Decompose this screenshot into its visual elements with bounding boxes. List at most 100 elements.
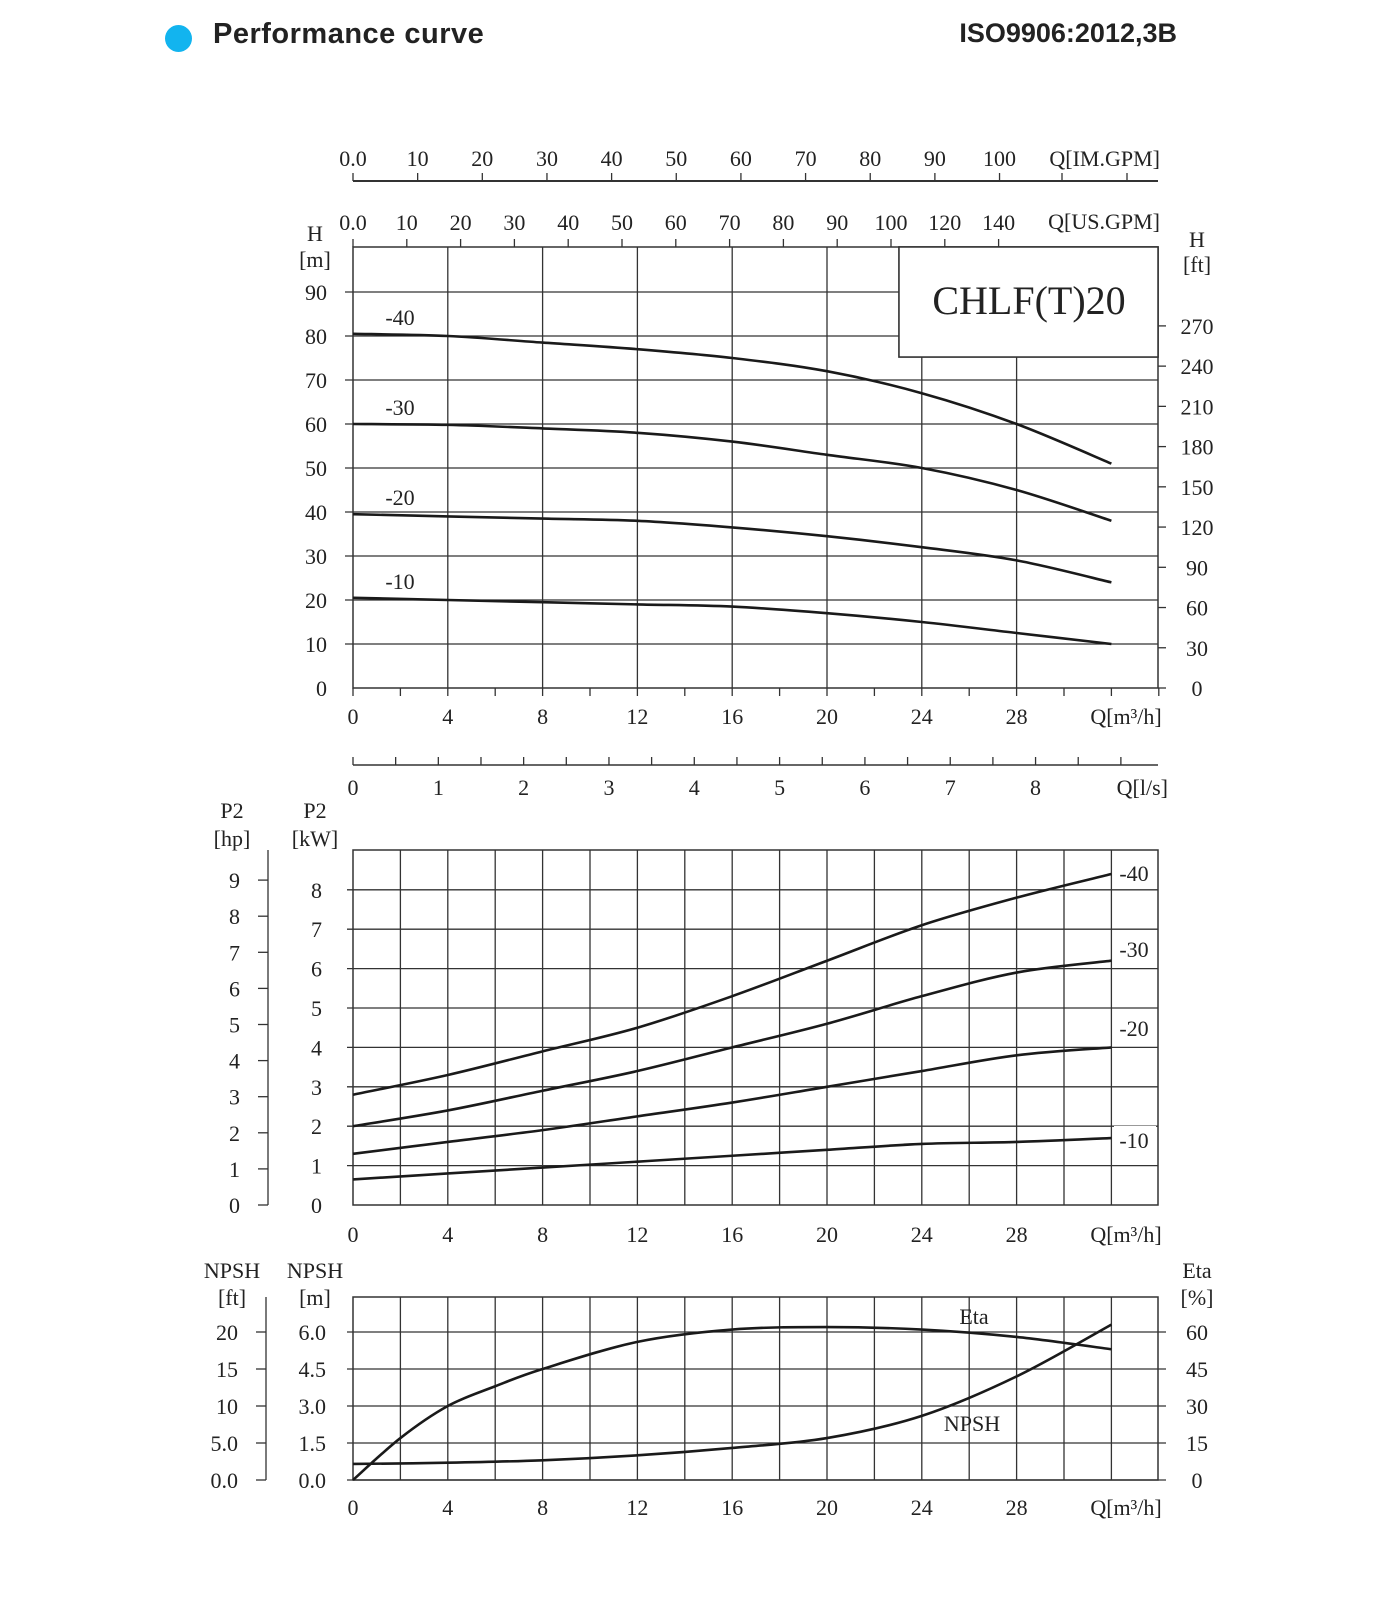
hp-tick-label: 7	[229, 940, 240, 965]
npsh-ft-tick-label: 0.0	[211, 1468, 239, 1493]
ls-tick-label: 4	[689, 775, 700, 800]
im-gpm-axis-label: Q[IM.GPM]	[1049, 146, 1160, 171]
us-gpm-tick-label: 90	[826, 210, 848, 235]
y-tick-label: 50	[305, 456, 327, 481]
power-curve-label: -40	[1119, 861, 1148, 886]
head-curve-label: -40	[385, 305, 414, 330]
kw-tick-label: 1	[311, 1154, 322, 1179]
y2-tick-label: 0	[1192, 676, 1203, 701]
ls-tick-label: 3	[603, 775, 614, 800]
power-curve-minus10	[352, 1136, 1112, 1181]
y2-tick-label: 180	[1181, 435, 1214, 460]
ls-tick-label: 0	[348, 775, 359, 800]
section-bullet-icon	[165, 25, 192, 52]
npsh-plot-frame	[352, 1296, 1159, 1481]
us-gpm-tick-label: 0.0	[339, 210, 367, 235]
y-tick-label: 60	[305, 412, 327, 437]
us-gpm-tick-label: 140	[982, 210, 1015, 235]
us-gpm-tick-label: 80	[772, 210, 794, 235]
head-curve-minus30	[352, 422, 1112, 523]
us-gpm-tick-label: 120	[928, 210, 961, 235]
power-curve-minus40	[352, 872, 1112, 1096]
npsh-m-tick-label: 0.0	[299, 1468, 327, 1493]
npsh-curve-label: NPSH	[944, 1411, 1000, 1436]
ls-tick-label: 2	[518, 775, 529, 800]
test-standard: ISO9906:2012,3B	[959, 18, 1177, 48]
y-tick-label: 0	[316, 676, 327, 701]
us-gpm-tick-label: 30	[503, 210, 525, 235]
power-curve-minus30	[352, 959, 1112, 1128]
y2-tick-label: 150	[1181, 475, 1214, 500]
y2-tick-label: 30	[1186, 636, 1208, 661]
x-tick-label: 8	[537, 704, 548, 729]
power-curve-label: -10	[1119, 1128, 1148, 1153]
model-name-box-overlay	[898, 246, 1159, 358]
y2-axis-unit: [ft]	[1183, 252, 1211, 277]
im-gpm-tick-label: 70	[795, 146, 817, 171]
x-tick-label: 16	[721, 1495, 743, 1520]
x-tick-label: 24	[911, 1222, 933, 1247]
im-gpm-tick-label: 20	[471, 146, 493, 171]
im-gpm-tick-label: 30	[536, 146, 558, 171]
y-tick-label: 10	[305, 632, 327, 657]
eta-axis-label: Eta	[1182, 1258, 1212, 1283]
us-gpm-tick-label: 70	[719, 210, 741, 235]
us-gpm-tick-label: 10	[396, 210, 418, 235]
y2-tick-label: 210	[1181, 394, 1214, 419]
power-curve-label: -30	[1119, 937, 1148, 962]
ls-tick-label: 7	[945, 775, 956, 800]
hp-tick-label: 8	[229, 904, 240, 929]
kw-tick-label: 8	[311, 878, 322, 903]
x-tick-label: 12	[626, 1495, 648, 1520]
x-tick-label: 4	[442, 1222, 453, 1247]
npsh-m-tick-label: 6.0	[299, 1320, 327, 1345]
x-tick-label: 20	[816, 1495, 838, 1520]
x-tick-label: 28	[1006, 1222, 1028, 1247]
label-background	[1114, 1014, 1156, 1042]
us-gpm-tick-label: 60	[665, 210, 687, 235]
us-gpm-tick-label: 20	[450, 210, 472, 235]
y-axis-unit: [m]	[299, 247, 331, 272]
y-tick-label: 20	[305, 588, 327, 613]
kw-axis-unit: [kW]	[292, 826, 338, 851]
label-background	[1114, 1126, 1156, 1154]
x-tick-label: 8	[537, 1495, 548, 1520]
y-tick-label: 30	[305, 544, 327, 569]
hp-tick-label: 1	[229, 1157, 240, 1182]
x-tick-label: 16	[721, 1222, 743, 1247]
eta-tick-label: 45	[1186, 1357, 1208, 1382]
x-axis-label: Q[m³/h]	[1090, 1222, 1161, 1247]
im-gpm-tick-label: 0.0	[339, 146, 367, 171]
hp-tick-label: 6	[229, 976, 240, 1001]
y2-tick-label: 120	[1181, 515, 1214, 540]
npsh-ft-tick-label: 10	[216, 1394, 238, 1419]
kw-tick-label: 3	[311, 1075, 322, 1100]
hp-tick-label: 5	[229, 1013, 240, 1038]
npsh-curve	[352, 1323, 1113, 1466]
head-curve-minus10	[352, 596, 1112, 646]
im-gpm-tick-label: 60	[730, 146, 752, 171]
label-background	[1114, 935, 1156, 963]
y2-tick-label: 90	[1186, 555, 1208, 580]
npsh-m-tick-label: 4.5	[299, 1357, 327, 1382]
hp-tick-label: 9	[229, 868, 240, 893]
x-tick-label: 28	[1006, 1495, 1028, 1520]
eta-tick-label: 0	[1192, 1468, 1203, 1493]
npsh-ft-tick-label: 15	[216, 1357, 238, 1382]
us-gpm-tick-label: 50	[611, 210, 633, 235]
head-curve-label: -10	[385, 569, 414, 594]
ls-tick-label: 8	[1030, 775, 1041, 800]
head-curve-label: -30	[385, 395, 414, 420]
x-tick-label: 0	[348, 1222, 359, 1247]
im-gpm-tick-label: 50	[665, 146, 687, 171]
im-gpm-tick-label: 100	[983, 146, 1016, 171]
y2-tick-label: 60	[1186, 596, 1208, 621]
ls-tick-label: 6	[859, 775, 870, 800]
kw-tick-label: 5	[311, 996, 322, 1021]
x-tick-label: 4	[442, 1495, 453, 1520]
eta-tick-label: 30	[1186, 1394, 1208, 1419]
x-tick-label: 28	[1006, 704, 1028, 729]
head-curve-minus20	[352, 512, 1112, 584]
section-title: Performance curve	[213, 18, 485, 50]
power-curve-label: -20	[1119, 1016, 1148, 1041]
